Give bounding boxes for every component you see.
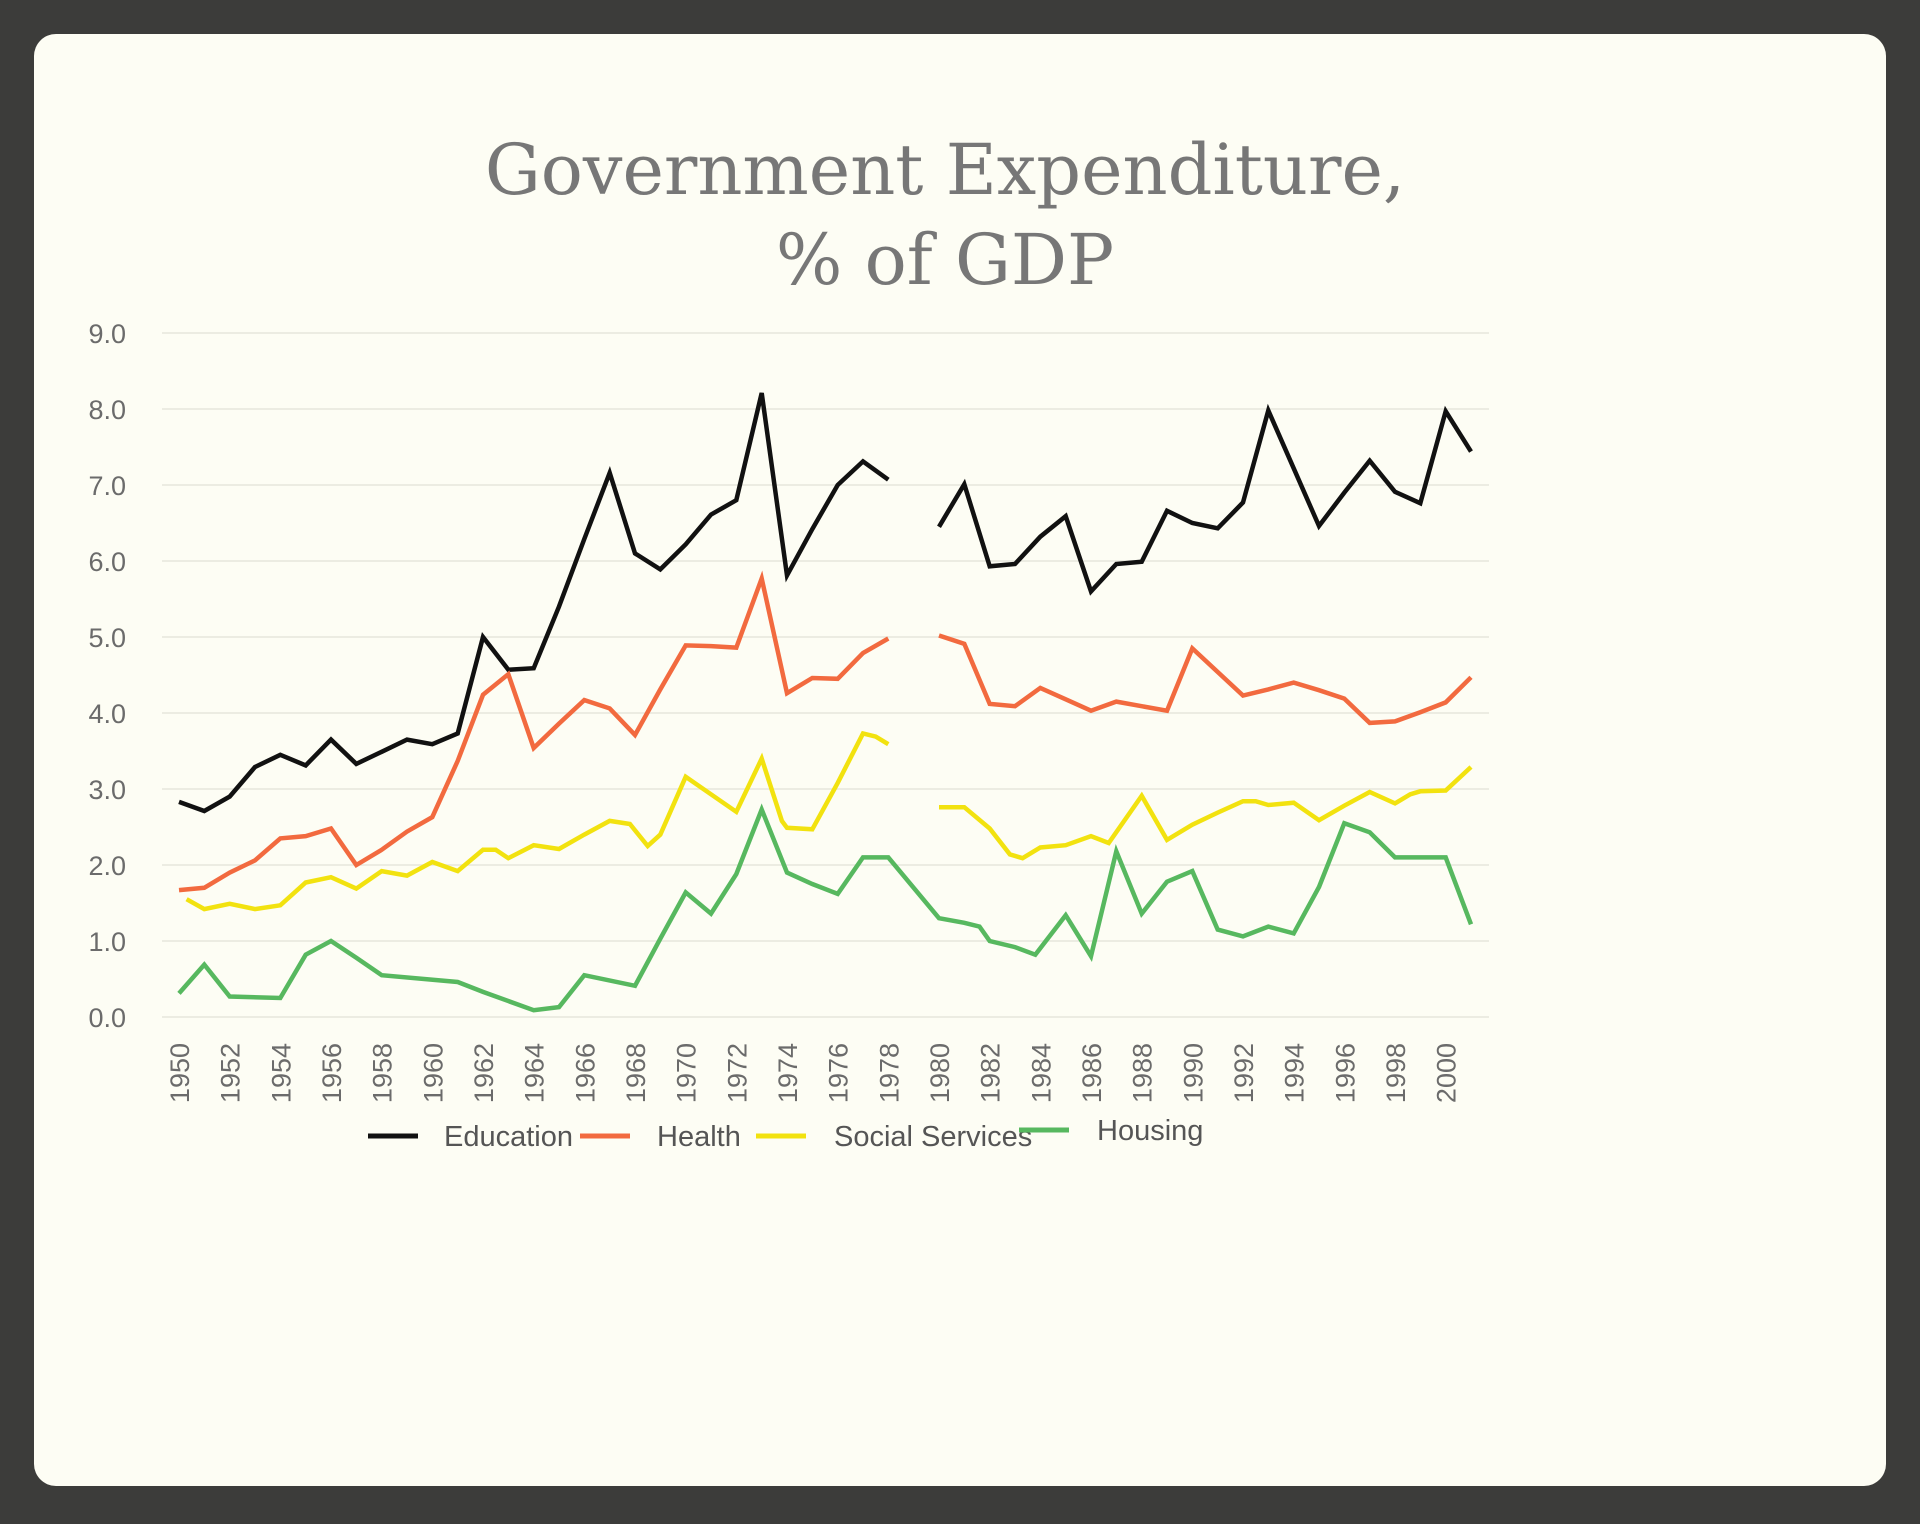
x-axis: 1950 1952 1954 1956 1958 1960 1962 1964 1966 1968… — [165, 1043, 1462, 1103]
series-line-housing-1 — [177, 803, 1474, 1013]
x-tick-label: 1952 — [216, 1043, 246, 1103]
x-tick-label: 1960 — [418, 1043, 448, 1103]
x-tick-label: 1970 — [672, 1043, 702, 1103]
legend-label-social-services: Social Services — [834, 1121, 1032, 1153]
x-tick-label: 2000 — [1432, 1043, 1462, 1103]
series-line-social-services-2 — [939, 765, 1473, 861]
x-tick-label: 1950 — [165, 1043, 195, 1103]
y-tick-label: 0.0 — [88, 1003, 126, 1033]
y-tick-label: 4.0 — [88, 699, 126, 729]
chart-title-line-2: % of GDP — [776, 219, 1114, 301]
series-line-education-1 — [178, 392, 890, 814]
chart-title-line-1: Government Expenditure, — [485, 129, 1405, 211]
series-line-health-1 — [178, 570, 890, 893]
x-tick-label: 1986 — [1077, 1043, 1107, 1103]
series-line-education-2 — [937, 403, 1473, 596]
x-tick-label: 1954 — [266, 1043, 296, 1103]
chart-card: Government Expenditure, % of GDP 0.0 1.0 2… — [34, 34, 1886, 1486]
legend-label-housing: Housing — [1097, 1115, 1203, 1147]
y-tick-label: 9.0 — [88, 319, 126, 349]
x-tick-label: 1994 — [1280, 1043, 1310, 1103]
x-tick-label: 1966 — [570, 1043, 600, 1103]
plot-area — [177, 392, 1474, 1013]
x-tick-label: 1998 — [1381, 1043, 1411, 1103]
x-tick-label: 1956 — [317, 1043, 347, 1103]
x-tick-label: 1972 — [722, 1043, 752, 1103]
y-tick-label: 3.0 — [88, 775, 126, 805]
y-tick-label: 8.0 — [88, 395, 126, 425]
x-tick-label: 1976 — [824, 1043, 854, 1103]
x-tick-label: 1962 — [469, 1043, 499, 1103]
series-line-health-2 — [938, 633, 1473, 726]
chart-canvas: Government Expenditure, % of GDP 0.0 1.0 2… — [88, 129, 1489, 1153]
x-tick-label: 1992 — [1229, 1043, 1259, 1103]
y-tick-label: 5.0 — [88, 623, 126, 653]
legend-label-education: Education — [444, 1121, 573, 1153]
x-tick-label: 1990 — [1178, 1043, 1208, 1103]
x-tick-label: 1988 — [1128, 1043, 1158, 1103]
x-tick-label: 1982 — [976, 1043, 1006, 1103]
x-tick-label: 1996 — [1330, 1043, 1360, 1103]
y-axis: 0.0 1.0 2.0 3.0 4.0 5.0 6.0 7.0 8.0 9.0 — [88, 319, 126, 1033]
y-tick-label: 2.0 — [88, 851, 126, 881]
gridlines — [162, 332, 1489, 1018]
x-tick-label: 1968 — [621, 1043, 651, 1103]
x-tick-label: 1958 — [368, 1043, 398, 1103]
x-tick-label: 1984 — [1026, 1043, 1056, 1103]
legend-label-health: Health — [657, 1121, 741, 1153]
series-line-social-services-1 — [185, 730, 890, 912]
y-tick-label: 6.0 — [88, 547, 126, 577]
y-tick-label: 7.0 — [88, 471, 126, 501]
chart-title: Government Expenditure, % of GDP — [485, 129, 1405, 301]
legend: Education Health Social Services Housing — [368, 1115, 1203, 1153]
y-tick-label: 1.0 — [88, 927, 126, 957]
x-tick-label: 1964 — [520, 1043, 550, 1103]
x-tick-label: 1980 — [925, 1043, 955, 1103]
x-tick-label: 1978 — [874, 1043, 904, 1103]
x-tick-label: 1974 — [773, 1043, 803, 1103]
